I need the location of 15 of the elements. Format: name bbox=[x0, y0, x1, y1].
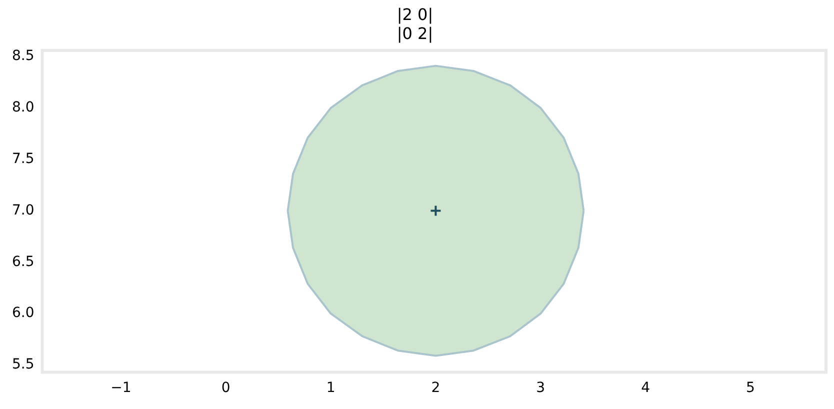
y-tick-label: 7.5 bbox=[12, 151, 34, 168]
x-tick-label: 5 bbox=[746, 380, 755, 396]
x-tick-label: 1 bbox=[326, 380, 336, 396]
x-tick-label: −1 bbox=[110, 380, 132, 396]
x-tick-label: 2 bbox=[431, 380, 440, 396]
x-tick-label: 3 bbox=[536, 380, 546, 396]
y-tick-label: 5.5 bbox=[12, 356, 34, 373]
x-tick-label: 4 bbox=[641, 380, 650, 396]
chart-title: |2 0| |0 2| bbox=[396, 4, 434, 43]
y-tick-label: 8.0 bbox=[12, 100, 34, 116]
y-tick-label: 6.5 bbox=[12, 254, 34, 270]
y-tick-label: 6.0 bbox=[12, 305, 34, 322]
y-tick-label: 7.0 bbox=[12, 202, 34, 218]
y-tick-label: 8.5 bbox=[12, 48, 34, 64]
x-tick-label: 0 bbox=[221, 380, 230, 396]
